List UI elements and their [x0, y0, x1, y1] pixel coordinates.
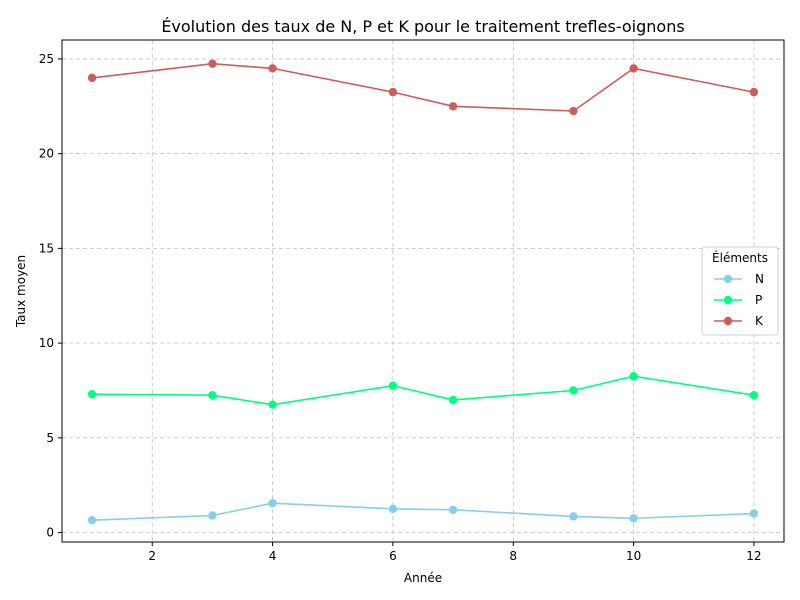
- data-point-n: [268, 498, 277, 508]
- y-axis-label: Taux moyen: [14, 255, 28, 328]
- data-point-n: [87, 516, 97, 525]
- legend-label-k: K: [755, 314, 764, 328]
- series-line-k: [92, 62, 755, 112]
- data-point-p: [448, 395, 458, 405]
- x-axis-label: Année: [404, 571, 442, 585]
- grid: [62, 40, 784, 542]
- data-point-k: [749, 87, 759, 97]
- legend-label-p: P: [755, 293, 762, 307]
- series-line-p: [92, 375, 755, 406]
- data-point-n: [448, 505, 458, 514]
- x-tick-label: 2: [148, 549, 156, 563]
- x-tick-label: 10: [626, 549, 641, 563]
- data-point-p: [629, 372, 638, 381]
- series-line-n: [92, 502, 754, 521]
- legend-marker-n: [723, 274, 733, 284]
- legend-label-n: N: [755, 272, 764, 286]
- data-point-n: [208, 511, 217, 520]
- legend-box: [701, 246, 779, 336]
- y-tick-label: 10: [39, 336, 54, 350]
- x-tick-label: 4: [269, 549, 277, 563]
- data-point-p: [208, 390, 217, 400]
- axis-ticks: 2 4 6 8 10 12 0 5 10 15 20 25: [39, 52, 762, 563]
- x-tick-label: 6: [389, 549, 397, 563]
- x-tick-label: 8: [509, 549, 517, 563]
- x-tick-label: 12: [746, 549, 761, 563]
- data-point-k: [569, 106, 578, 116]
- data-point-n: [749, 509, 759, 518]
- data-point-k: [268, 64, 277, 73]
- y-tick-label: 5: [46, 431, 54, 445]
- legend-marker-p: [723, 295, 733, 305]
- y-tick-label: 0: [46, 526, 54, 540]
- chart-title: Évolution des taux de N, P et K pour le …: [161, 17, 684, 36]
- y-tick-label: 20: [39, 147, 54, 161]
- data-point-n: [388, 504, 398, 514]
- data-point-k: [629, 64, 638, 73]
- y-tick-label: 25: [39, 52, 54, 66]
- data-point-k: [87, 73, 97, 83]
- data-point-k: [208, 59, 217, 68]
- series-group: [87, 59, 759, 525]
- data-point-p: [388, 381, 398, 390]
- legend-title: Éléments: [712, 250, 768, 265]
- plot-frame: [61, 39, 785, 543]
- y-tick-label: 15: [39, 241, 54, 255]
- data-point-p: [268, 400, 277, 409]
- data-point-n: [569, 512, 578, 521]
- data-point-k: [448, 102, 458, 111]
- legend-marker-k: [723, 316, 733, 326]
- data-point-n: [629, 514, 638, 523]
- data-point-p: [749, 390, 759, 400]
- data-point-p: [87, 390, 97, 399]
- legend: Éléments NPK: [701, 246, 779, 336]
- data-point-p: [569, 386, 578, 395]
- data-point-k: [388, 87, 398, 97]
